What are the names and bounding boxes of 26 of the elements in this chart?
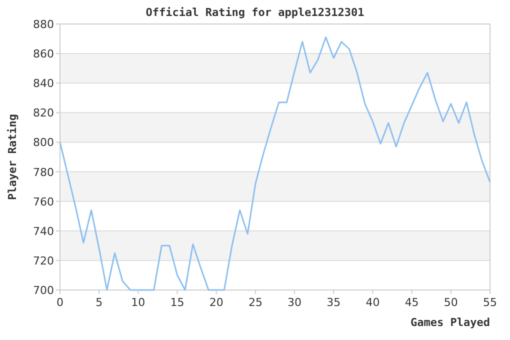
x-axis-title: Games Played [410, 316, 490, 329]
x-tick-label: 15 [170, 296, 184, 309]
y-tick-label: 860 [33, 48, 54, 61]
y-tick-label: 880 [33, 18, 54, 31]
x-tick-label: 5 [96, 296, 103, 309]
x-tick-label: 35 [326, 296, 341, 309]
y-tick-label: 800 [33, 136, 54, 150]
x-tick-label: 50 [444, 296, 458, 309]
y-tick-label: 760 [33, 195, 54, 208]
y-tick-label: 720 [33, 254, 54, 268]
y-tick-label: 820 [33, 106, 54, 120]
x-tick-label: 0 [56, 296, 64, 309]
line-series [59, 36, 491, 291]
x-tick-label: 55 [483, 296, 497, 309]
y-axis-title: Player Rating [6, 114, 19, 200]
x-tick-label: 25 [248, 296, 262, 309]
x-tick-label: 45 [404, 296, 419, 309]
y-tick-label: 780 [33, 166, 54, 179]
x-tick-label: 40 [366, 296, 380, 309]
y-tick-label: 700 [33, 284, 54, 297]
x-tick-label: 30 [288, 296, 302, 309]
y-tick-label: 840 [33, 77, 54, 90]
chart-title: Official Rating for apple12312301 [146, 6, 365, 19]
x-tick-label: 20 [209, 296, 224, 309]
y-tick-label: 740 [33, 224, 54, 238]
x-tick-label: 10 [131, 296, 146, 309]
